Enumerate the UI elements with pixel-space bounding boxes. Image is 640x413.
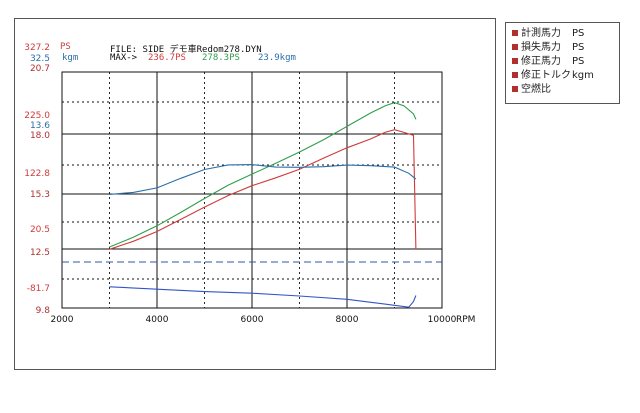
max-label: MAX-> [110,53,138,63]
loss-power-line [109,286,417,308]
x-tick-label: 4000 [146,315,169,325]
square-marker-icon [512,44,518,50]
chart-frame [14,18,496,370]
corrected-power-line [109,102,417,248]
legend-label: 損失馬力 [521,42,561,53]
y-tick-label: -81.7 [27,284,50,294]
legend-unit: kgm [572,70,594,81]
x-tick-label: 6000 [241,315,264,325]
x-tick-label: 10000 [428,315,457,325]
measured-power-line [109,129,417,250]
legend-label: 修正馬力 [521,56,561,67]
unit-ps-label: PS [60,42,71,52]
legend-unit: PS [572,56,585,67]
legend-label: 修正トルク [521,70,571,81]
y-tick-label: 32.5 [30,54,50,64]
legend-unit: PS [572,28,585,39]
y-tick-label: 9.8 [36,306,51,316]
y-tick-label: 12.5 [30,248,50,258]
legend-item-loss: 損失馬力 PS [512,41,584,54]
x-axis-label: RPM [456,315,475,325]
legend-label: 空燃比 [521,84,551,95]
plot-border [61,71,443,309]
corrected-torque-line [109,164,417,195]
y-tick-label: 327.2 [24,43,50,53]
legend-unit: PS [572,42,585,53]
square-marker-icon [512,86,518,92]
legend-item-torque: 修正トルク kgm [512,69,594,82]
file-label: FILE: SIDE デモ車Redom278.DYN [110,45,262,55]
y-tick-label: 20.5 [30,225,50,235]
legend-item-afr: 空燃比 [512,83,551,96]
x-tick-label: 8000 [336,315,359,325]
y-tick-label: 20.7 [30,64,50,74]
max-measured-value: 236.7PS [148,53,186,63]
y-tick-label: 225.0 [24,111,50,121]
max-torque-value: 23.9kgm [258,53,296,63]
legend-item-corrected: 修正馬力 PS [512,55,584,68]
legend: 計測馬力 PS 損失馬力 PS 修正馬力 PS 修正トルク kgm 空燃比 [505,22,620,104]
y-tick-label: 15.3 [30,190,50,200]
y-tick-label: 122.8 [24,169,50,179]
unit-kgm-label: kgm [62,53,79,63]
legend-label: 計測馬力 [521,28,561,39]
square-marker-icon [512,30,518,36]
max-corrected-value: 278.3PS [202,53,240,63]
legend-item-measured: 計測馬力 PS [512,27,584,40]
square-marker-icon [512,58,518,64]
y-tick-label: 13.6 [30,121,50,131]
x-tick-label: 2000 [51,315,74,325]
y-tick-label: 18.0 [30,131,50,141]
square-marker-icon [512,72,518,78]
